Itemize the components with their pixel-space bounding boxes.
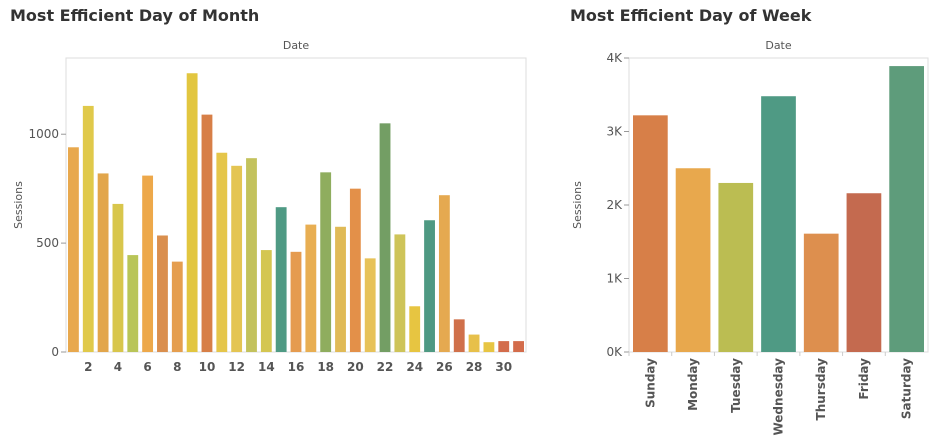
bar-day-4: [112, 203, 124, 352]
bar-day-26: [438, 195, 450, 352]
y-tick-label-week: 3K: [606, 125, 623, 139]
x-tick-label-month: 2: [84, 360, 92, 374]
x-tick-label-month: 10: [199, 360, 216, 374]
subtitle-week: Date: [765, 39, 792, 52]
bar-day-17: [305, 224, 317, 352]
bar-day-1: [68, 147, 79, 352]
bar-thursday: [803, 233, 839, 352]
bar-day-25: [424, 220, 435, 352]
x-tick-label-month: 22: [377, 360, 394, 374]
bar-day-22: [379, 123, 391, 352]
bar-day-19: [335, 226, 346, 352]
bar-saturday: [889, 66, 924, 353]
x-tick-label-month: 16: [288, 360, 305, 374]
bar-day-6: [142, 175, 154, 352]
x-tick-label-week: Sunday: [643, 358, 657, 408]
bar-day-15: [275, 207, 287, 352]
bar-day-28: [468, 334, 480, 352]
x-tick-label-week: Saturday: [900, 358, 914, 419]
x-tick-label-week: Thursday: [814, 358, 828, 421]
x-tick-label-month: 20: [347, 360, 364, 374]
subtitle-month: Date: [283, 39, 310, 52]
x-tick-label-month: 14: [258, 360, 275, 374]
bar-tuesday: [718, 182, 754, 352]
bar-day-14: [260, 250, 272, 352]
x-tick-label-month: 26: [436, 360, 453, 374]
chart-title-month: Most Efficient Day of Month: [10, 6, 260, 25]
bar-day-12: [231, 165, 243, 352]
bar-day-21: [364, 258, 376, 352]
bar-day-8: [171, 261, 183, 352]
bar-day-24: [409, 306, 421, 352]
bar-day-23: [394, 234, 406, 352]
bar-day-3: [97, 173, 109, 352]
bar-day-2: [82, 105, 94, 353]
bar-day-7: [157, 235, 168, 352]
bar-day-13: [246, 158, 257, 352]
y-tick-label-week: 2K: [606, 198, 623, 212]
y-tick-label-week: 4K: [606, 51, 623, 65]
bar-day-11: [216, 152, 228, 352]
bar-day-27: [453, 319, 465, 352]
bar-day-5: [127, 255, 139, 352]
bar-day-31: [513, 341, 524, 352]
bar-day-16: [290, 251, 302, 352]
bar-wednesday: [761, 96, 796, 352]
y-tick-label-month: 500: [36, 236, 59, 250]
y-tick-label-week: 1K: [606, 272, 623, 286]
bar-day-20: [349, 188, 361, 352]
y-tick-label-week: 0K: [606, 345, 623, 359]
bar-day-9: [186, 73, 198, 352]
x-tick-label-month: 12: [228, 360, 245, 374]
x-tick-label-week: Wednesday: [772, 358, 786, 436]
x-tick-label-month: 30: [495, 360, 512, 374]
bar-friday: [846, 193, 882, 352]
bar-day-10: [201, 114, 213, 352]
x-tick-label-month: 24: [406, 360, 423, 374]
y-tick-label-month: 1000: [28, 127, 59, 141]
bar-day-30: [498, 341, 510, 352]
x-tick-label-month: 4: [114, 360, 122, 374]
x-tick-label-week: Tuesday: [729, 358, 743, 413]
chart-title-week: Most Efficient Day of Week: [570, 6, 812, 25]
bar-day-29: [483, 342, 495, 352]
bar-day-18: [320, 172, 332, 352]
y-axis-label-month: Sessions: [12, 181, 25, 229]
y-tick-label-month: 0: [51, 345, 59, 359]
x-tick-label-month: 28: [466, 360, 483, 374]
y-axis-label-week: Sessions: [571, 181, 584, 229]
x-tick-label-week: Friday: [857, 358, 871, 400]
bar-sunday: [633, 115, 668, 352]
x-tick-label-month: 6: [143, 360, 151, 374]
x-tick-label-month: 18: [317, 360, 334, 374]
x-tick-label-week: Monday: [686, 358, 700, 411]
x-tick-label-month: 8: [173, 360, 181, 374]
bar-monday: [675, 168, 711, 352]
